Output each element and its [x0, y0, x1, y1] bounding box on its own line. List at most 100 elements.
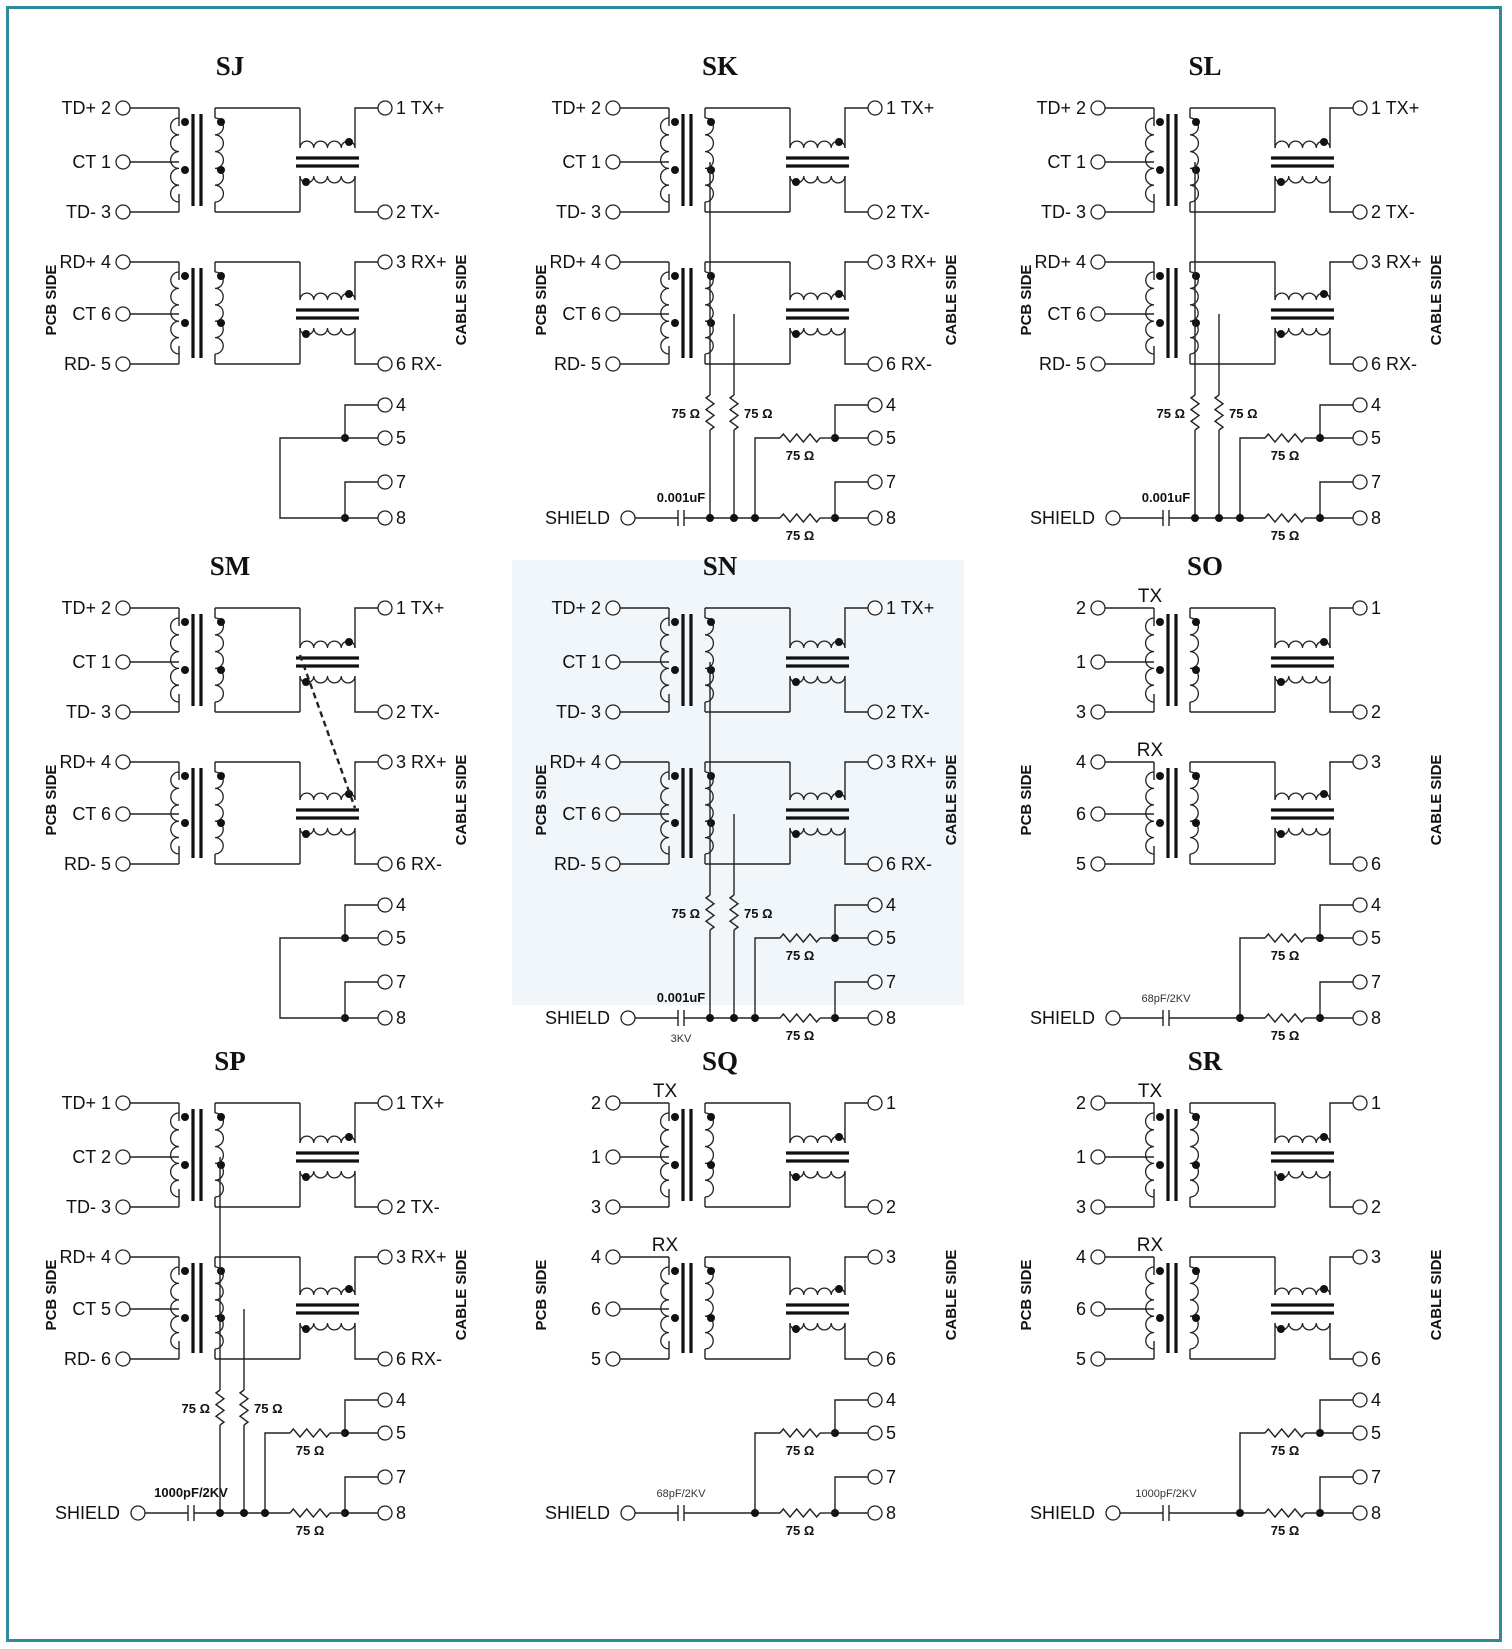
- pcb-pin-terminal: [1090, 654, 1106, 670]
- junction-dot: [1236, 1509, 1244, 1517]
- panel-so: SO 2 1 3 4 6 5 1 2 3 6 4 5 7 8 PCB SIDE CABLE SIDE TX RX 75…: [1018, 551, 1445, 1043]
- junction-dot: [671, 772, 679, 780]
- junction-dot: [707, 1314, 715, 1322]
- pcb-pin-terminal: [115, 1249, 131, 1265]
- resistor: [214, 1389, 226, 1426]
- capacitor-label: 0.001uF: [1142, 490, 1190, 505]
- pcb-side-label: PCB SIDE: [533, 1260, 550, 1331]
- cable-side-label: CABLE SIDE: [453, 255, 470, 346]
- pcb-pin-label: RD+ 4: [549, 252, 601, 272]
- junction-dot: [217, 319, 225, 327]
- cable-pin-label: 4: [1371, 1390, 1381, 1410]
- cable-pin-label: 6 RX-: [886, 354, 932, 374]
- junction-dot: [1192, 1267, 1200, 1275]
- winding: [1189, 1266, 1199, 1350]
- cable-pin-terminal: [867, 754, 883, 770]
- resistor: [779, 1012, 821, 1024]
- cable-pin-label: 7: [886, 1467, 896, 1487]
- winding: [1189, 771, 1199, 855]
- pcb-pin-terminal: [605, 704, 621, 720]
- junction-dot: [217, 118, 225, 126]
- panel-title: SK: [702, 51, 738, 81]
- pcb-pin-terminal: [115, 356, 131, 372]
- junction-dot: [792, 1173, 800, 1181]
- cable-pin-label: 5: [1371, 928, 1381, 948]
- rx-label: RX: [1137, 740, 1164, 761]
- cable-pin-label: 6 RX-: [396, 354, 442, 374]
- junction-dot: [1156, 118, 1164, 126]
- cable-pin-label: 4: [886, 395, 896, 415]
- cable-pin-label: 5: [1371, 1423, 1381, 1443]
- shield-label: SHIELD: [1030, 508, 1095, 528]
- junction-dot: [1236, 1014, 1244, 1022]
- pcb-pin-terminal: [115, 856, 131, 872]
- panel-sl: SL TD+ 2 CT 1 TD- 3 RD+ 4 CT 6 RD- 5 1 TX+ 2 TX-…: [1018, 51, 1445, 543]
- pcb-pin-label: 5: [1076, 1349, 1086, 1369]
- cable-pin-label: 7: [1371, 472, 1381, 492]
- cable-pin-terminal: [377, 397, 393, 413]
- capacitor: [1162, 509, 1170, 527]
- cable-pin-label: 3 RX+: [396, 252, 447, 272]
- resistor-label: 75 Ω: [672, 906, 701, 921]
- pcb-pin-terminal: [115, 1301, 131, 1317]
- cable-pin-terminal: [377, 897, 393, 913]
- cable-pin-label: 8: [886, 1008, 896, 1028]
- cable-pin-label: 5: [886, 928, 896, 948]
- panel-sm: SM TD+ 2 CT 1 TD- 3 RD+ 4 CT 6 RD- 5 1 TX+ 2 TX-…: [43, 551, 470, 1028]
- pcb-pin-terminal: [1090, 1249, 1106, 1265]
- winding: [789, 140, 846, 149]
- winding: [704, 271, 714, 355]
- cable-pin-terminal: [377, 1351, 393, 1367]
- pcb-pin-terminal: [605, 306, 621, 322]
- junction-dot: [707, 666, 715, 674]
- winding: [299, 292, 356, 301]
- pcb-pin-label: CT 1: [72, 152, 111, 172]
- winding: [1145, 1266, 1155, 1350]
- pcb-pin-terminal: [1090, 806, 1106, 822]
- junction-dot: [1215, 514, 1223, 522]
- cable-pin-label: 1: [1371, 598, 1381, 618]
- junction-dot: [1156, 819, 1164, 827]
- shield-terminal: [130, 1505, 146, 1521]
- pcb-side-label: PCB SIDE: [533, 765, 550, 836]
- pcb-pin-label: TD- 3: [66, 202, 111, 222]
- cable-pin-label: 5: [886, 1423, 896, 1443]
- winding: [789, 327, 846, 336]
- cable-pin-label: 8: [886, 1503, 896, 1523]
- pcb-pin-label: RD- 5: [554, 854, 601, 874]
- winding: [1145, 1112, 1155, 1198]
- panel-title: SL: [1188, 51, 1221, 81]
- cable-pin-terminal: [1352, 510, 1368, 526]
- winding: [214, 117, 224, 203]
- junction-dot: [1320, 1285, 1328, 1293]
- junction-dot: [1192, 166, 1200, 174]
- capacitor: [1162, 1009, 1170, 1027]
- cable-pin-terminal: [1352, 254, 1368, 270]
- pcb-pin-terminal: [1090, 600, 1106, 616]
- junction-dot: [706, 514, 714, 522]
- capacitor: [1162, 1504, 1170, 1522]
- winding: [1274, 1287, 1331, 1296]
- pcb-pin-label: RD- 5: [64, 354, 111, 374]
- cable-pin-terminal: [867, 1425, 883, 1441]
- junction-dot: [1156, 319, 1164, 327]
- junction-dot: [751, 514, 759, 522]
- junction-dot: [707, 772, 715, 780]
- pcb-pin-terminal: [115, 1095, 131, 1111]
- capacitor: [677, 1504, 685, 1522]
- cable-pin-terminal: [377, 100, 393, 116]
- cable-pin-label: 6: [1371, 854, 1381, 874]
- junction-dot: [217, 666, 225, 674]
- winding: [214, 1112, 224, 1198]
- pcb-pin-terminal: [1090, 100, 1106, 116]
- panel-title: SO: [1187, 551, 1223, 581]
- pcb-pin-label: TD- 3: [66, 1197, 111, 1217]
- pcb-pin-label: TD- 3: [66, 702, 111, 722]
- capacitor: [677, 1009, 685, 1027]
- junction-dot: [671, 1161, 679, 1169]
- winding: [660, 1266, 670, 1350]
- cable-pin-terminal: [867, 974, 883, 990]
- junction-dot: [217, 272, 225, 280]
- tx-label: TX: [1138, 1081, 1163, 1102]
- junction-dot: [1192, 1113, 1200, 1121]
